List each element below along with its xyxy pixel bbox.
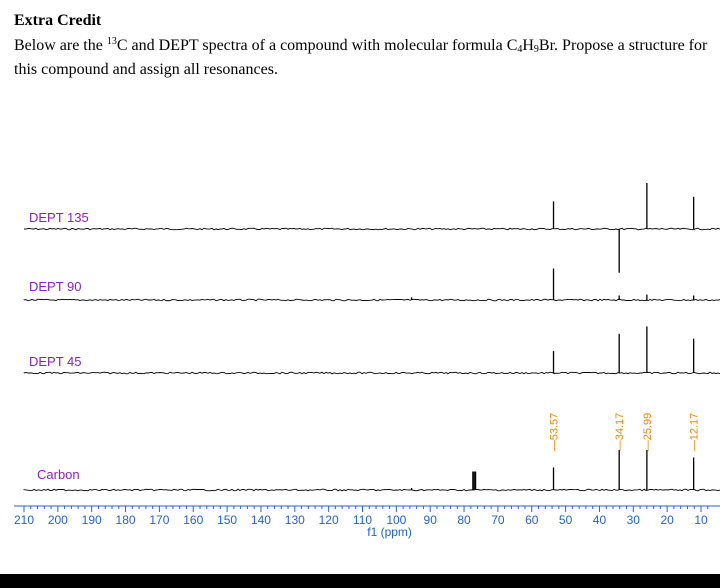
x-tick-label-160: 160: [183, 513, 203, 527]
peak-label-34-17: —34.17: [614, 413, 626, 452]
paragraph-after-isotope: C and DEPT spectra of a compound with mo…: [116, 37, 518, 54]
x-tick-label-100: 100: [386, 513, 406, 527]
formula-h: H: [522, 37, 534, 54]
x-tick-label-190: 190: [82, 513, 102, 527]
x-tick-label-200: 200: [48, 513, 68, 527]
question-paragraph: Below are the 13C and DEPT spectra of a …: [14, 32, 720, 80]
x-tick-label-180: 180: [116, 513, 136, 527]
x-tick-label-150: 150: [217, 513, 237, 527]
paragraph-line-2: this compound and assign all resonances.: [14, 61, 278, 78]
peak-label-25-99: —25.99: [642, 413, 654, 452]
x-tick-label-50: 50: [559, 513, 573, 527]
x-tick-label-130: 130: [285, 513, 305, 527]
x-tick-label-90: 90: [424, 513, 438, 527]
x-tick-label-70: 70: [491, 513, 505, 527]
x-tick-label-60: 60: [525, 513, 539, 527]
x-tick-label-10: 10: [694, 513, 708, 527]
x-tick-label-170: 170: [149, 513, 169, 527]
baseline-dept-135: [23, 227, 720, 231]
x-tick-label-20: 20: [660, 513, 674, 527]
x-tick-label-80: 80: [457, 513, 471, 527]
x-tick-label-110: 110: [353, 513, 372, 527]
bottom-bar: [0, 574, 720, 588]
hydrogen-count: 9: [533, 44, 539, 55]
isotope-mass: 13: [106, 36, 117, 47]
spectrum-label-dept-90: DEPT 90: [29, 279, 82, 294]
baseline-dept-45: [23, 371, 720, 375]
x-tick-label-140: 140: [251, 513, 271, 527]
x-tick-label-40: 40: [593, 513, 607, 527]
heading-extra-credit: Extra Credit: [14, 12, 102, 29]
peak-label-53-57: —53.57: [549, 413, 561, 452]
spectrum-label-dept-45: DEPT 45: [29, 354, 82, 369]
baseline-dept-90: [23, 298, 720, 302]
spectrum-label-carbon: Carbon: [37, 467, 80, 482]
paragraph-after-formula: Br. Propose a structure for: [538, 37, 708, 54]
peak-label-12-17: —12.17: [689, 413, 701, 452]
x-axis-label: f1 (ppm): [367, 525, 412, 539]
paragraph-intro: Below are the: [14, 37, 107, 54]
carbon-count: 4: [517, 44, 523, 55]
x-tick-label-120: 120: [319, 513, 339, 527]
x-tick-label-30: 30: [627, 513, 641, 527]
x-tick-label-210: 210: [14, 513, 34, 527]
baseline-carbon: [23, 488, 720, 492]
nmr-spectrum-figure: DEPT 135 DEPT 90 DEPT 45 Carbon —53.57 —34.17…: [14, 183, 720, 539]
spectrum-label-dept-135: DEPT 135: [29, 210, 89, 225]
